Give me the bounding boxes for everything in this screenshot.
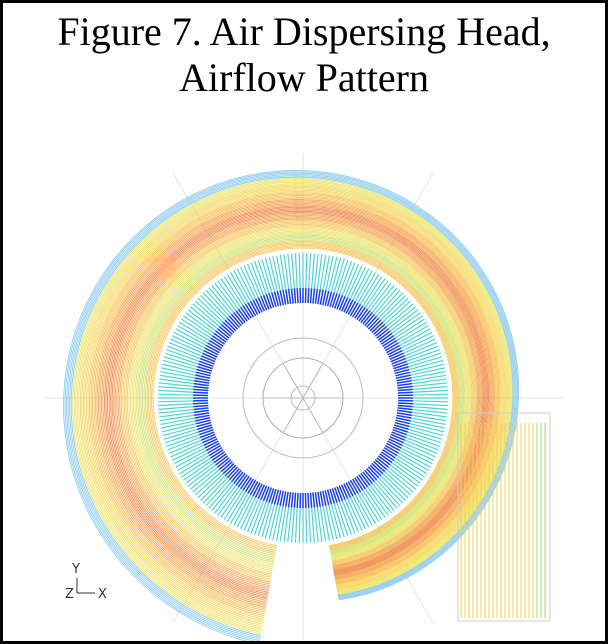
flow-line — [308, 288, 309, 303]
flow-line — [277, 255, 284, 291]
flow-line — [295, 253, 297, 290]
flow-line — [398, 389, 413, 390]
flow-line — [299, 253, 300, 290]
flow-line — [158, 394, 195, 395]
flow-line — [397, 384, 412, 386]
airflow-plot: Y Z X — [3, 3, 605, 641]
flow-line — [160, 418, 196, 425]
flow-line — [411, 394, 448, 395]
flow-line — [297, 493, 298, 508]
flow-line — [313, 492, 315, 507]
axis-triad — [77, 578, 95, 593]
flow-line — [193, 389, 208, 390]
flow-line — [323, 255, 330, 291]
flow-line — [194, 413, 209, 415]
flow-line — [398, 392, 413, 393]
flow-line — [411, 406, 448, 409]
flow-line — [160, 372, 196, 379]
axis-label: Y — [71, 562, 80, 577]
axis-label: Z — [65, 587, 74, 602]
flow-line — [397, 408, 412, 410]
flow-line — [297, 288, 298, 303]
flow-line — [306, 253, 307, 290]
flow-line — [306, 506, 307, 543]
figure: Figure 7. Air Dispersing Head, Airflow P… — [0, 0, 608, 644]
flow-line — [311, 506, 314, 543]
flow-line — [310, 288, 311, 303]
flow-line — [398, 405, 413, 406]
flow-line — [308, 493, 309, 508]
flow-line — [323, 504, 330, 540]
flow-line — [313, 289, 315, 304]
flow-line — [311, 253, 314, 290]
flow-line — [292, 289, 294, 304]
flow-line — [397, 381, 412, 383]
flow-line — [315, 492, 317, 507]
flow-line — [411, 390, 448, 392]
flow-line — [315, 289, 317, 304]
flow-line — [158, 406, 195, 409]
flow-line — [294, 288, 295, 303]
flow-line — [292, 506, 295, 543]
flow-line — [193, 403, 208, 404]
flow-line — [158, 404, 195, 406]
flow-line — [411, 404, 448, 406]
flow-line — [286, 289, 288, 304]
flow-line — [286, 492, 288, 507]
flow-line — [397, 410, 412, 412]
flow-line — [158, 401, 195, 402]
flow-line — [411, 387, 448, 390]
flow-line — [289, 289, 291, 304]
flow-line — [397, 387, 412, 389]
flow-line — [310, 493, 311, 508]
flow-vectors — [64, 170, 550, 641]
flow-line — [411, 401, 448, 402]
flow-line — [309, 253, 311, 290]
flow-line — [294, 493, 295, 508]
flow-line — [194, 384, 209, 386]
flow-line — [309, 506, 311, 543]
flow-line — [194, 381, 209, 383]
flow-line — [158, 390, 195, 392]
flow-line — [398, 403, 413, 404]
flow-line — [194, 387, 209, 389]
flow-line — [318, 289, 320, 304]
flow-line — [289, 492, 291, 507]
flow-line — [194, 410, 209, 412]
flow-line — [292, 492, 294, 507]
flow-line — [193, 405, 208, 406]
flow-line — [158, 387, 195, 390]
flow-line — [277, 504, 284, 540]
flow-line — [409, 418, 445, 425]
flow-line — [409, 372, 445, 379]
flow-line — [295, 506, 297, 543]
flow-line — [292, 253, 295, 290]
flow-line — [397, 413, 412, 415]
flow-line — [194, 408, 209, 410]
flow-line — [318, 492, 320, 507]
flow-line — [193, 392, 208, 393]
flow-line — [299, 506, 300, 543]
axis-label: X — [98, 587, 107, 602]
